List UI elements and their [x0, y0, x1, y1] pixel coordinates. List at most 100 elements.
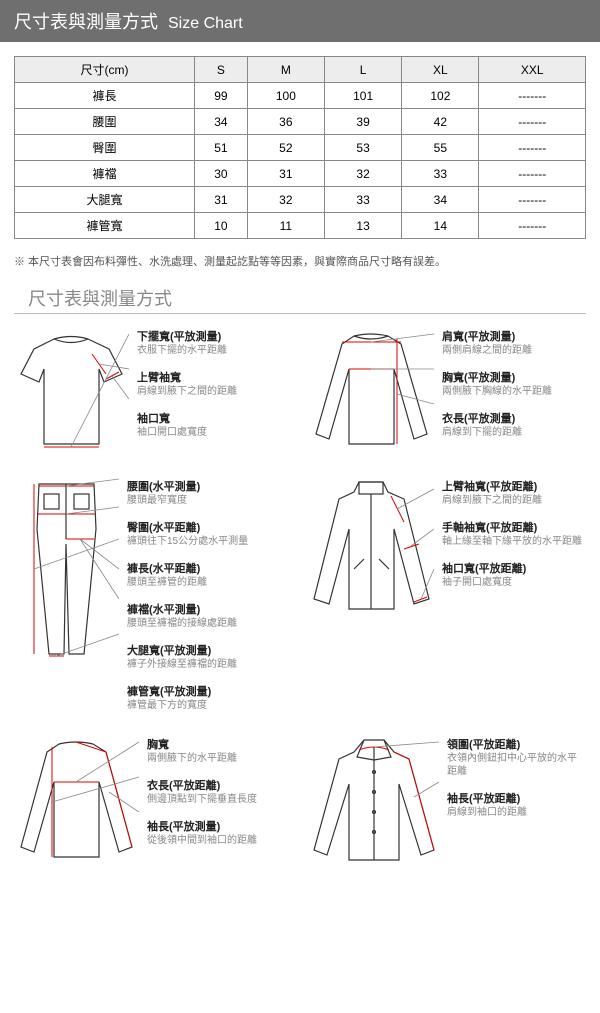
measurement-title: 衣長(平放距離) — [147, 777, 291, 793]
table-cell: 13 — [324, 213, 401, 239]
measurement-desc: 肩線到腋下之間的距離 — [442, 494, 586, 507]
table-cell: 42 — [402, 109, 479, 135]
measurement-desc: 褲子外接線至褲襠的距離 — [127, 658, 291, 671]
table-cell: 100 — [247, 83, 324, 109]
measurement-label: 胸寬兩側腋下的水平距離 — [147, 736, 291, 765]
measurement-desc: 肩線到袖口的距離 — [447, 806, 586, 819]
table-header-cell: S — [195, 57, 248, 83]
measurement-desc: 褲頭往下15公分處水平測量 — [127, 535, 291, 548]
table-cell: 31 — [195, 187, 248, 213]
measurement-label: 腰圍(水平測量)腰頭最窄寬度 — [127, 478, 291, 507]
measurement-label: 肩寬(平放測量)兩側肩線之間的距離 — [442, 328, 586, 357]
longsleeve-diagram — [309, 324, 434, 454]
measurement-desc: 褲管最下方的寬度 — [127, 699, 291, 712]
table-cell: 臀圍 — [15, 135, 195, 161]
table-cell: ------- — [479, 187, 586, 213]
measurement-label: 褲長(水平距離)腰頭至褲管的距離 — [127, 560, 291, 589]
table-cell: ------- — [479, 135, 586, 161]
measurement-title: 袖口寬(平放距離) — [442, 560, 586, 576]
table-cell: 30 — [195, 161, 248, 187]
measurement-title: 肩寬(平放測量) — [442, 328, 586, 344]
measurement-title: 臀圍(水平距離) — [127, 519, 291, 535]
measurement-title: 袖口寬 — [137, 410, 291, 426]
table-row: 褲管寬10111314------- — [15, 213, 586, 239]
section-title: 尺寸表與測量方式 — [14, 279, 586, 314]
table-cell: 32 — [247, 187, 324, 213]
table-cell: 34 — [402, 187, 479, 213]
measurement-label: 衣長(平放測量)肩線到下擺的距離 — [442, 410, 586, 439]
table-cell: 52 — [247, 135, 324, 161]
table-cell: 31 — [247, 161, 324, 187]
measurement-desc: 衣服下擺的水平距離 — [137, 344, 291, 357]
measurement-title: 袖長(平放測量) — [147, 818, 291, 834]
table-cell: 大腿寬 — [15, 187, 195, 213]
measurement-desc: 袖子開口處寬度 — [442, 576, 586, 589]
table-cell: 褲長 — [15, 83, 195, 109]
measurement-desc: 肩線到下擺的距離 — [442, 426, 586, 439]
measurement-title: 下擺寬(平放測量) — [137, 328, 291, 344]
measurement-desc: 肩線到腋下之間的距離 — [137, 385, 291, 398]
table-cell: 36 — [247, 109, 324, 135]
measurement-title: 褲襠(水平測量) — [127, 601, 291, 617]
table-row: 褲襠30313233------- — [15, 161, 586, 187]
measurement-desc: 腰頭至褲管的距離 — [127, 576, 291, 589]
collar-shirt-labels: 領圍(平放距離)衣領內側鈕扣中心平放的水平距離袖長(平放距離)肩線到袖口的距離 — [447, 732, 586, 872]
table-row: 腰圍34363942------- — [15, 109, 586, 135]
measurement-label: 褲襠(水平測量)腰頭至褲襠的接線處距離 — [127, 601, 291, 630]
measurement-desc: 腰頭至褲襠的接線處距離 — [127, 617, 291, 630]
jacket-labels: 上臂袖寬(平放距離)肩線到腋下之間的距離手軸袖寬(平放距離)軸上緣至軸下緣平放的… — [442, 474, 586, 712]
table-cell: 褲襠 — [15, 161, 195, 187]
back-diagram — [14, 732, 139, 872]
measurement-label: 衣長(平放距離)側邊頂點到下擺垂直長度 — [147, 777, 291, 806]
measurement-label: 袖口寬袖口開口處寬度 — [137, 410, 291, 439]
measurement-label: 下擺寬(平放測量)衣服下擺的水平距離 — [137, 328, 291, 357]
table-cell: 10 — [195, 213, 248, 239]
measurement-title: 上臂袖寬(平放距離) — [442, 478, 586, 494]
measurement-title: 胸寬(平放測量) — [442, 369, 586, 385]
table-cell: 51 — [195, 135, 248, 161]
measurement-label: 上臂袖寬肩線到腋下之間的距離 — [137, 369, 291, 398]
measurement-label: 袖長(平放距離)肩線到袖口的距離 — [447, 790, 586, 819]
table-row: 褲長99100101102------- — [15, 83, 586, 109]
table-cell: 33 — [324, 187, 401, 213]
measurement-label: 大腿寬(平放測量)褲子外接線至褲襠的距離 — [127, 642, 291, 671]
table-header-cell: M — [247, 57, 324, 83]
table-header-cell: XL — [402, 57, 479, 83]
table-cell: ------- — [479, 161, 586, 187]
table-cell: 11 — [247, 213, 324, 239]
measurement-desc: 側邊頂點到下擺垂直長度 — [147, 793, 291, 806]
measurement-desc: 兩側肩線之間的距離 — [442, 344, 586, 357]
measurement-label: 手軸袖寬(平放距離)軸上緣至軸下緣平放的水平距離 — [442, 519, 586, 548]
measurement-desc: 兩側腋下的水平距離 — [147, 752, 291, 765]
back-labels: 胸寬兩側腋下的水平距離衣長(平放距離)側邊頂點到下擺垂直長度袖長(平放測量)從後… — [147, 732, 291, 872]
measurement-label: 臀圍(水平距離)褲頭往下15公分處水平測量 — [127, 519, 291, 548]
measurement-label: 褲管寬(平放測量)褲管最下方的寬度 — [127, 683, 291, 712]
measurement-title: 上臂袖寬 — [137, 369, 291, 385]
header-en: Size Chart — [168, 15, 243, 33]
measurement-title: 大腿寬(平放測量) — [127, 642, 291, 658]
table-cell: 14 — [402, 213, 479, 239]
measurement-title: 手軸袖寬(平放距離) — [442, 519, 586, 535]
tshirt-diagram — [14, 324, 129, 454]
table-cell: ------- — [479, 83, 586, 109]
diagrams-container: 下擺寬(平放測量)衣服下擺的水平距離上臂袖寬肩線到腋下之間的距離袖口寬袖口開口處… — [0, 324, 600, 912]
measurement-desc: 從後領中間到袖口的距離 — [147, 834, 291, 847]
table-header-cell: 尺寸(cm) — [15, 57, 195, 83]
measurement-label: 袖口寬(平放距離)袖子開口處寬度 — [442, 560, 586, 589]
table-cell: 99 — [195, 83, 248, 109]
table-cell: 53 — [324, 135, 401, 161]
measurement-desc: 軸上緣至軸下緣平放的水平距離 — [442, 535, 586, 548]
measurement-title: 領圍(平放距離) — [447, 736, 586, 752]
table-row: 大腿寬31323334------- — [15, 187, 586, 213]
header-bar: 尺寸表與測量方式 Size Chart — [0, 0, 600, 42]
table-cell: ------- — [479, 213, 586, 239]
footnote: ※ 本尺寸表會因布料彈性、水洗處理、測量起訖點等等因素，與實際商品尺寸略有誤差。 — [0, 253, 600, 279]
measurement-desc: 兩側腋下胸線的水平距離 — [442, 385, 586, 398]
measurement-label: 上臂袖寬(平放距離)肩線到腋下之間的距離 — [442, 478, 586, 507]
size-table-container: 尺寸(cm)SMLXLXXL 褲長99100101102-------腰圍343… — [0, 42, 600, 253]
jacket-diagram — [309, 474, 434, 712]
measurement-label: 袖長(平放測量)從後領中間到袖口的距離 — [147, 818, 291, 847]
longsleeve-labels: 肩寬(平放測量)兩側肩線之間的距離胸寬(平放測量)兩側腋下胸線的水平距離衣長(平… — [442, 324, 586, 454]
measurement-desc: 衣領內側鈕扣中心平放的水平距離 — [447, 752, 586, 778]
table-cell: 32 — [324, 161, 401, 187]
